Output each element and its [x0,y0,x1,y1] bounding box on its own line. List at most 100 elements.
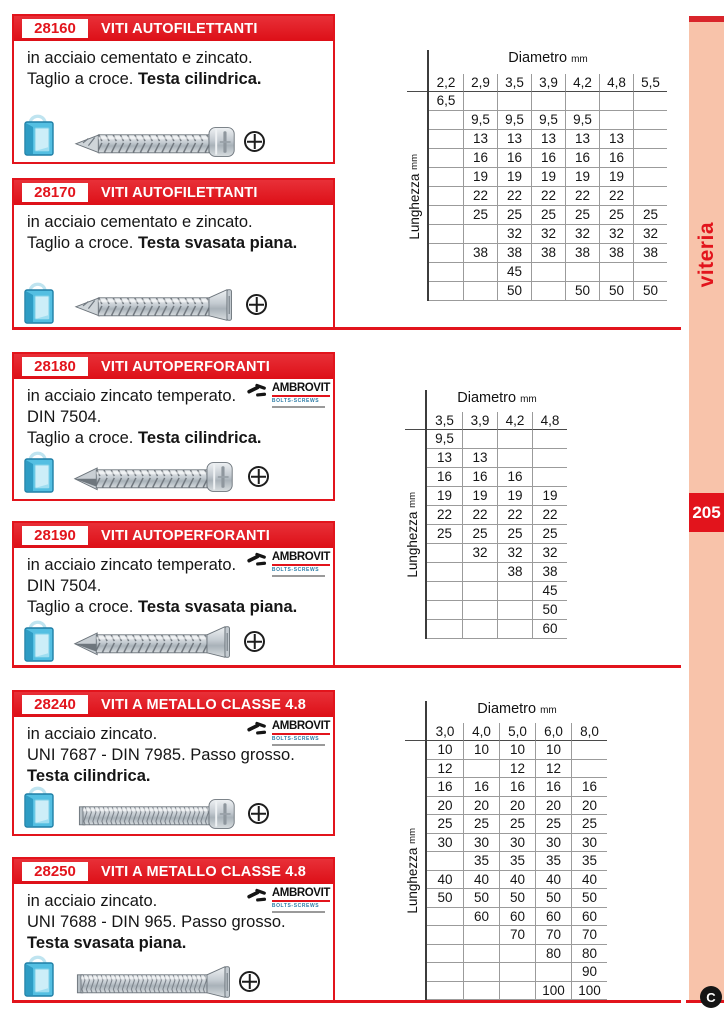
table-cell: 30 [463,833,499,852]
col-header-cell: 6,0 [535,723,571,741]
table-cell [463,759,499,778]
table-cell: 19 [497,487,532,506]
table-cell: 40 [535,870,571,889]
product-box-28170: 28170 VITI AUTOFILETTANTI in acciaio cem… [12,178,335,330]
ambrovit-subtitle: BOLTS-SCREWS [271,567,320,573]
table-cell: 16 [463,149,497,168]
product-title: VITI A METALLO CLASSE 4.8 [101,696,307,713]
description-line: in acciaio zincato. [27,892,158,910]
table-cell [462,620,497,639]
unit-label: mm [408,153,420,170]
product-box-28240: 28240 VITI A METALLO CLASSE 4.8 in accia… [12,690,335,836]
description-line: DIN 7504. [27,408,102,426]
table-cell: 80 [535,944,571,963]
table-cell: 25 [463,815,499,834]
table-cell: 22 [497,506,532,525]
table-cell [429,282,463,301]
table-cell [429,130,463,149]
table-cell: 12 [535,759,571,778]
col-header-cell: 4,0 [463,723,499,741]
side-tab-label: viteria [694,222,718,288]
table-cell: 35 [571,852,607,871]
side-tab-red-cap [689,16,724,22]
col-header-cell: 5,0 [499,723,535,741]
table-cell: 9,5 [531,111,565,130]
table-cell: 13 [599,130,633,149]
blue-package-icon [22,280,58,326]
machine-screw-countersunk-head-image [72,962,252,1002]
section-divider-line [12,327,681,330]
table-cell: 35 [499,852,535,871]
table-cell [633,263,667,282]
table-cell: 38 [497,244,531,263]
table-cell [429,206,463,225]
description-line: UNI 7688 - DIN 965. Passo grosso. [27,913,286,931]
phillips-cross-icon [239,971,260,992]
table-cell [497,582,532,601]
phillips-cross-icon [248,803,269,824]
product-title: VITI AUTOPERFORANTI [101,358,270,375]
table-cell: 12 [427,760,463,778]
ambrovit-wordmark: AMBROVIT [271,887,330,902]
table-cell [633,92,667,111]
axis-tick [407,91,427,92]
phillips-cross-icon [248,466,269,487]
table-cell: 16 [599,149,633,168]
table-cell [497,92,531,111]
diametro-label: Diametro [508,50,568,66]
table-cell: 50 [571,889,607,908]
table-cell: 20 [427,797,463,815]
diametro-header: Diametro mm [427,701,607,723]
table-cell [633,111,667,130]
table-grid: 3,0 4,0 5,0 6,0 8,0 10 10 10 10 12 12 12 16 16 16 16 16 2… [427,723,607,1000]
product-description: in acciaio cementato e zincato. Taglio a … [27,48,261,90]
table-cell: 6,5 [429,92,463,111]
table-cell: 25 [463,206,497,225]
diametro-header: Diametro mm [429,50,667,74]
table-cell [499,944,535,963]
description-line: Taglio a croce. Testa svasata piana. [27,598,298,616]
ambrovit-subtitle: BOLTS-SCREWS [271,398,320,404]
table-cell [497,620,532,639]
self-drilling-screw-pan-head-image [72,457,252,497]
table-cell: 22 [462,506,497,525]
description-line: Taglio a croce. Testa svasata piana. [27,234,298,252]
table-cell: 70 [499,926,535,945]
lunghezza-label: Lunghezza [404,511,420,578]
table-cell: 22 [599,187,633,206]
unit-label: mm [406,827,418,844]
table-cell: 16 [535,778,571,797]
table-cell: 25 [599,206,633,225]
table-cell: 9,5 [463,111,497,130]
product-box-28250: 28250 VITI A METALLO CLASSE 4.8 in accia… [12,857,335,1003]
table-cell: 25 [531,206,565,225]
blue-package-icon [22,112,58,158]
table-cell: 16 [565,149,599,168]
col-header-cell: 4,2 [565,74,599,92]
table-cell [463,263,497,282]
table-cell: 19 [463,168,497,187]
table-cell [462,430,497,449]
table-cell: 20 [463,796,499,815]
product-code-badge: 28250 [22,862,88,881]
blue-package-icon [22,618,58,664]
tapping-screw-pan-head-image [74,122,254,162]
product-title: VITI AUTOFILETTANTI [101,184,258,201]
section-header-bar: 28250 VITI A METALLO CLASSE 4.8 [14,859,333,884]
table-cell: 20 [535,796,571,815]
machine-screw-pan-head-image [74,794,254,834]
description-line: in acciaio zincato temperato. [27,387,237,405]
table-cell: 22 [531,187,565,206]
table-cell: 50 [463,889,499,908]
page-number-badge: 205 [689,493,724,532]
description-line: in acciaio cementato e zincato. [27,49,253,67]
table-cell: 100 [571,981,607,1000]
table-cell: 60 [571,907,607,926]
description-line: UNI 7687 - DIN 7985. Passo grosso. [27,746,295,764]
product-box-28180: 28180 VITI AUTOPERFORANTI in acciaio zin… [12,352,335,501]
table-cell: 9,5 [565,111,599,130]
ambrovit-logo: AMBROVIT BOLTS-SCREWS [247,887,330,913]
table-cell: 25 [497,206,531,225]
size-table-metallo: Diametro mm 3,0 4,0 5,0 6,0 8,0 10 10 10 10 12 12 12… [405,701,607,1000]
col-header-cell: 3,5 [497,74,531,92]
